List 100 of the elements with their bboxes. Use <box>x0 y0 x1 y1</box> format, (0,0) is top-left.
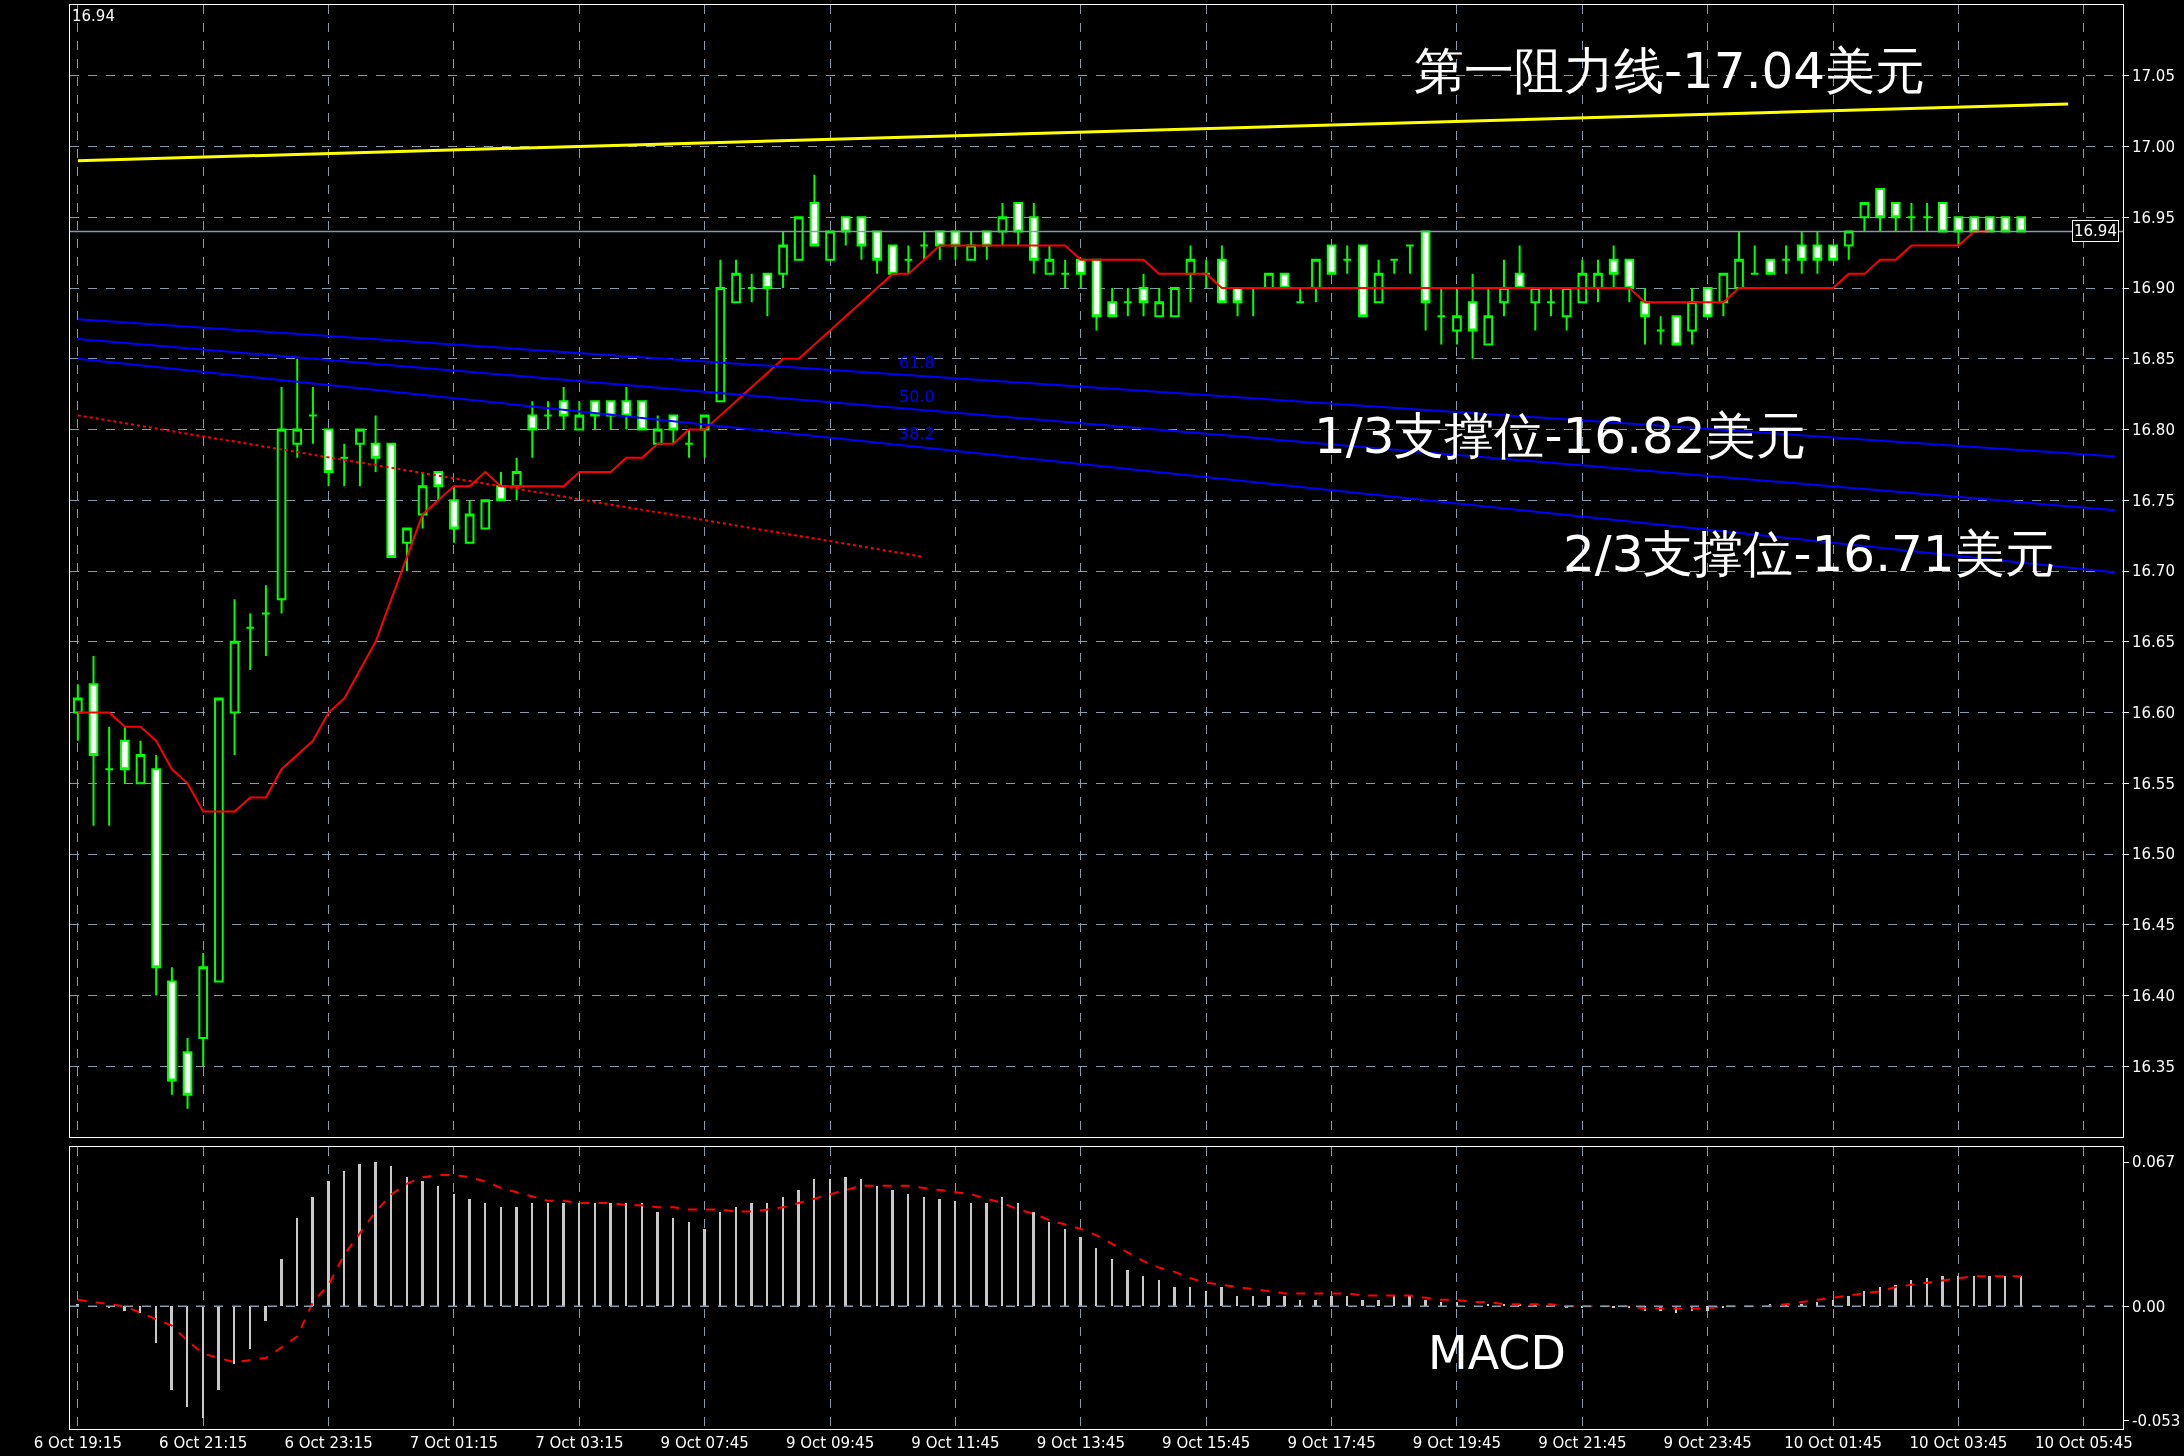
candlestick <box>1922 202 1932 233</box>
bar <box>1456 1302 1458 1307</box>
bar <box>1973 1276 1975 1307</box>
candlestick <box>1577 258 1588 304</box>
bar <box>1126 1270 1129 1307</box>
bar <box>1941 1276 1944 1307</box>
candlestick <box>1530 287 1541 332</box>
bar <box>672 1218 674 1307</box>
candlestick <box>934 230 945 261</box>
candlestick <box>1342 244 1353 275</box>
candlestick <box>433 470 444 502</box>
x-tick-label: 9 Oct 19:45 <box>1412 1434 1502 1452</box>
bar <box>954 1201 956 1307</box>
x-tick-label: 6 Oct 23:15 <box>284 1434 373 1452</box>
candlestick <box>88 654 99 827</box>
candlestick <box>1013 202 1023 247</box>
bar <box>1314 1300 1317 1307</box>
x-tick-label: 9 Oct 21:45 <box>1538 1434 1627 1452</box>
candlestick <box>1358 244 1368 318</box>
candlestick <box>1107 287 1118 318</box>
candlestick <box>120 725 130 785</box>
series-label: 38.2 <box>899 424 935 443</box>
candlestick <box>1702 287 1713 318</box>
candlestick <box>637 400 647 431</box>
candlestick <box>449 485 459 544</box>
y-tick-label: 16.75 <box>2132 491 2175 510</box>
candlestick <box>825 230 835 261</box>
candlestick <box>856 216 867 261</box>
bar <box>1393 1296 1395 1307</box>
bar <box>938 1199 941 1307</box>
x-tick-label: 10 Oct 03:45 <box>1909 1434 2008 1452</box>
bar <box>296 1218 298 1307</box>
candlestick <box>1170 287 1180 318</box>
bar <box>1017 1203 1019 1307</box>
annotation: MACD <box>1428 1326 1566 1380</box>
bar <box>735 1207 737 1307</box>
bar <box>1408 1296 1411 1307</box>
bar <box>688 1222 690 1307</box>
bar <box>719 1212 721 1307</box>
candlestick <box>1420 230 1431 332</box>
bar <box>1330 1296 1333 1307</box>
bar <box>562 1203 565 1307</box>
bar <box>374 1162 377 1307</box>
bar <box>1503 1304 1505 1307</box>
candlestick <box>1514 244 1525 290</box>
bar <box>2004 1276 2006 1307</box>
bar <box>1095 1248 1097 1307</box>
candlestick <box>386 442 397 558</box>
x-tick-label: 6 Oct 19:15 <box>33 1434 122 1452</box>
candlestick <box>527 400 538 459</box>
candlestick <box>746 272 757 304</box>
candlestick <box>73 683 83 742</box>
candlestick <box>731 258 741 304</box>
candlestick <box>1075 258 1086 290</box>
bar <box>233 1306 235 1365</box>
candlestick <box>574 400 585 431</box>
bar <box>985 1203 988 1307</box>
x-tick-label: 7 Oct 03:15 <box>535 1434 624 1452</box>
bar <box>1283 1296 1286 1307</box>
candlestick <box>1765 258 1776 275</box>
candlestick <box>1405 244 1415 275</box>
candlestick <box>1436 287 1447 346</box>
candlestick <box>872 230 882 275</box>
bar <box>139 1306 141 1314</box>
x-tick-label: 10 Oct 05:45 <box>2034 1434 2133 1452</box>
y-tick-label: 16.50 <box>2132 845 2175 864</box>
bar <box>170 1306 173 1391</box>
annotation: 第一阻力线-17.04美元 <box>1414 42 1926 100</box>
y-tick-label: 16.70 <box>2132 562 2175 581</box>
bar <box>703 1229 706 1307</box>
candlestick <box>402 527 412 573</box>
candlestick <box>1812 230 1823 275</box>
candlestick <box>762 272 773 318</box>
bar <box>1142 1276 1144 1307</box>
candlestick <box>605 400 616 431</box>
annotation: 16.94 <box>72 7 115 25</box>
bar <box>797 1190 800 1307</box>
bar <box>1267 1296 1270 1307</box>
candlestick <box>997 202 1008 247</box>
candlestick <box>919 230 929 261</box>
bar <box>1064 1229 1066 1307</box>
y-tick-label: 0.067 <box>2132 1153 2175 1172</box>
bar <box>656 1212 659 1307</box>
x-tick-label: 9 Oct 17:45 <box>1287 1434 1376 1452</box>
bar <box>1957 1276 1959 1307</box>
bar <box>1440 1302 1442 1307</box>
candlestick <box>1859 202 1870 233</box>
candlestick <box>1138 272 1149 318</box>
candlestick <box>558 386 569 431</box>
bar <box>1032 1212 1035 1307</box>
bar <box>327 1181 330 1307</box>
candlestick <box>1969 216 1979 233</box>
candlestick <box>1734 230 1744 290</box>
candlestick <box>1937 202 1948 233</box>
bar <box>891 1190 894 1307</box>
candlestick <box>1467 272 1478 360</box>
candlestick <box>1154 287 1165 318</box>
ref-line-label: 16.94 <box>2074 222 2117 240</box>
candlestick <box>1828 244 1838 261</box>
candlestick <box>966 230 976 261</box>
